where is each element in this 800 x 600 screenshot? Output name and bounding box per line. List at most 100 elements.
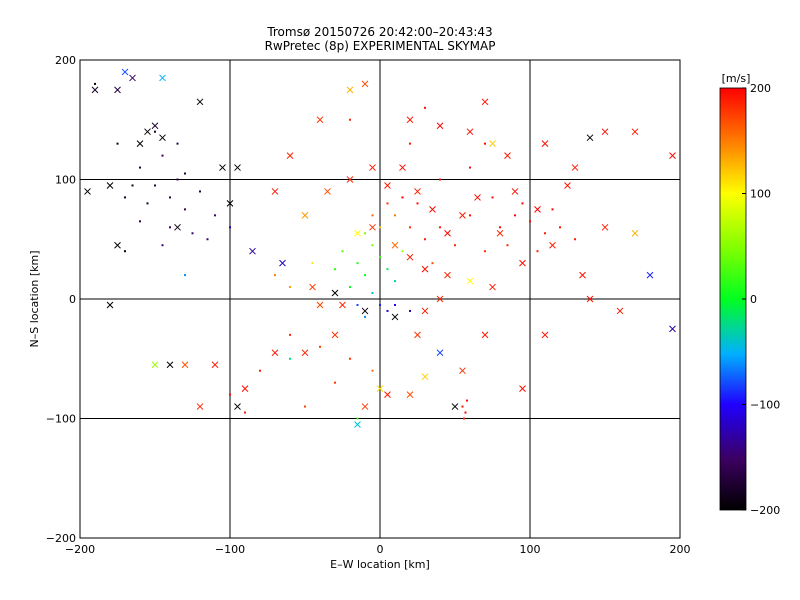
- data-point-x-45: [354, 421, 361, 428]
- data-point-dot-83: [371, 369, 374, 372]
- data-point-dot-69: [259, 369, 261, 372]
- data-point-dot-40: [409, 226, 411, 229]
- data-point-x-60: [219, 164, 226, 171]
- data-point-x-47: [301, 349, 309, 357]
- data-point-dot-88: [184, 274, 186, 277]
- data-point-dot-12: [154, 130, 156, 133]
- data-point-x-38: [451, 403, 459, 410]
- data-point-x-68: [406, 253, 414, 261]
- data-point-dot-65: [466, 399, 468, 402]
- data-point-x-85: [429, 206, 436, 213]
- data-point-x-19: [436, 122, 444, 130]
- data-point-x-34: [541, 331, 549, 339]
- gridlines: [80, 60, 680, 538]
- data-point-x-10: [181, 361, 189, 369]
- data-point-dot-41: [424, 238, 426, 241]
- data-point-dot-81: [424, 106, 426, 109]
- data-point-x-72: [489, 283, 496, 291]
- data-point-x-25: [571, 164, 579, 171]
- data-point-dot-46: [454, 244, 456, 247]
- x-axis-ticks: −200 −100 0 100 200: [65, 532, 691, 556]
- data-point-x-6: [159, 74, 166, 82]
- data-point-x-49: [241, 385, 249, 392]
- data-point-dot-25: [386, 268, 389, 271]
- data-point-x-41: [406, 391, 414, 398]
- data-point-dot-57: [536, 250, 539, 253]
- data-point-x-37: [459, 367, 466, 375]
- data-point-x-1: [114, 86, 121, 94]
- x-tick-label-3: 100: [520, 543, 541, 556]
- data-point-dot-29: [401, 250, 404, 253]
- data-point-dot-74: [274, 274, 276, 277]
- data-point-dot-47: [469, 214, 471, 217]
- data-point-x-15: [316, 116, 324, 124]
- data-point-x-70: [444, 271, 451, 279]
- data-point-dot-66: [319, 345, 321, 348]
- data-point-x-88: [384, 182, 391, 189]
- chart-title-line1: Tromsø 20150726 20:42:00–20:43:43: [266, 25, 492, 39]
- data-point-x-54: [121, 68, 129, 76]
- data-point-dot-17: [124, 196, 126, 199]
- data-point-x-94: [361, 307, 369, 315]
- data-point-x-53: [151, 361, 159, 369]
- data-point-dot-48: [386, 202, 389, 205]
- data-point-x-77: [631, 229, 639, 237]
- data-point-dot-34: [356, 303, 359, 306]
- data-point-dot-45: [431, 262, 434, 265]
- data-point-x-75: [579, 271, 586, 279]
- data-point-dot-73: [304, 405, 306, 408]
- colorbar-tick-label-0: 200: [750, 82, 771, 95]
- data-point-dot-70: [229, 393, 231, 396]
- data-point-dot-18: [206, 238, 209, 241]
- data-point-x-92: [301, 211, 309, 219]
- data-point-x-50: [211, 361, 219, 369]
- data-point-x-32: [616, 307, 624, 315]
- colorbar-tick-label-2: 0: [750, 293, 757, 306]
- data-point-x-36: [481, 331, 489, 339]
- data-point-x-7: [114, 241, 121, 249]
- data-point-dot-10: [191, 232, 194, 235]
- data-point-dot-22: [364, 274, 366, 277]
- data-point-dot-13: [214, 214, 216, 217]
- data-point-dot-37: [364, 315, 366, 318]
- data-point-x-55: [129, 74, 136, 82]
- x-tick-label-2: 0: [377, 543, 384, 556]
- y-tick-label-4: 200: [55, 54, 76, 67]
- data-point-dot-84: [356, 417, 359, 420]
- data-point-x-2: [136, 140, 144, 148]
- data-point-x-79: [534, 206, 541, 213]
- data-point-x-39: [436, 349, 444, 357]
- data-point-dot-75: [289, 286, 291, 289]
- data-point-x-16: [346, 86, 354, 94]
- plot-area: −200 −100 0 100 200 −200 −100 0 100 200: [46, 54, 691, 556]
- data-point-dot-85: [289, 357, 291, 360]
- data-point-dot-63: [464, 411, 467, 414]
- data-point-x-76: [601, 223, 609, 231]
- data-point-dot-78: [469, 166, 471, 169]
- data-point-x-26: [586, 134, 594, 142]
- data-point-x-82: [474, 194, 481, 201]
- data-point-x-96: [421, 307, 429, 315]
- data-point-dot-11: [116, 142, 119, 145]
- y-tick-label-1: −100: [46, 413, 76, 426]
- data-point-dot-32: [379, 303, 381, 306]
- data-point-dot-52: [529, 220, 531, 223]
- data-point-x-84: [444, 229, 451, 237]
- data-point-x-69: [421, 265, 429, 273]
- data-point-dot-62: [461, 405, 464, 408]
- data-point-dot-53: [544, 232, 546, 235]
- data-point-dot-39: [394, 214, 396, 217]
- data-point-dot-15: [139, 220, 141, 223]
- data-point-x-61: [249, 247, 256, 255]
- data-point-dot-72: [334, 381, 336, 384]
- data-point-dot-8: [131, 184, 134, 187]
- data-point-x-33: [586, 295, 594, 303]
- colorbar-tick-label-1: 100: [750, 188, 771, 201]
- x-tick-label-0: −200: [65, 543, 95, 556]
- colorbar-label: [m/s]: [722, 72, 751, 85]
- data-point-x-48: [271, 349, 279, 357]
- data-point-dot-20: [341, 250, 344, 253]
- data-point-dot-35: [394, 303, 396, 306]
- data-point-x-42: [384, 391, 391, 398]
